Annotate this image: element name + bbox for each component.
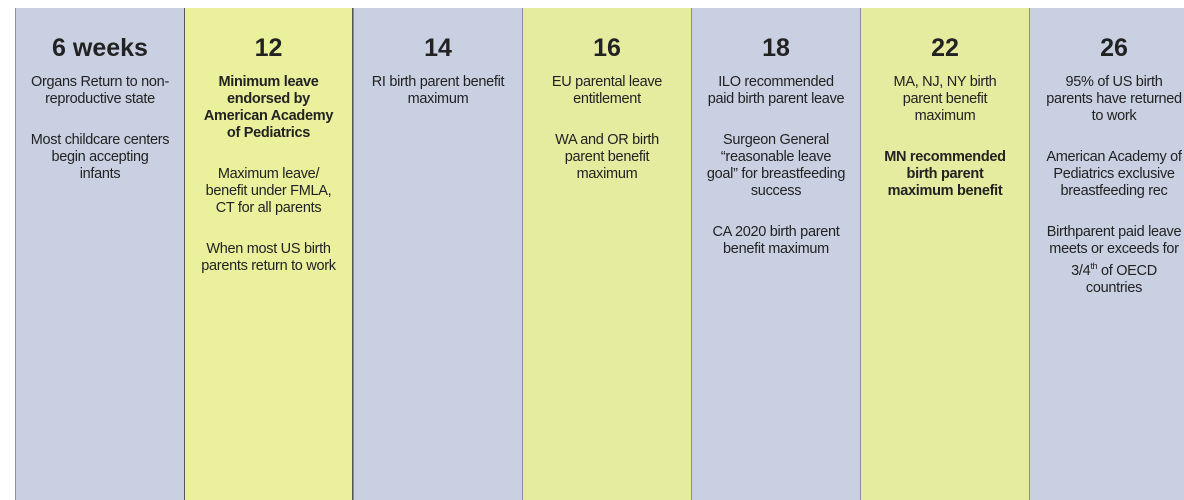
item-text: Most childcare centers begin accepting i… xyxy=(30,132,170,182)
item-text: Birthparent paid leave meets or exceeds … xyxy=(1046,224,1182,279)
item-text: American Academy of Pediatrics exclusive… xyxy=(1046,149,1182,199)
item-text: MN recommended birth parent maximum bene… xyxy=(884,149,1006,199)
column-item: Minimum leave endorsed by American Acade… xyxy=(199,74,338,142)
item-text: Maximum leave/ benefit under FMLA, CT fo… xyxy=(205,166,332,216)
item-text: Surgeon General “reasonable leave goal” … xyxy=(706,132,846,199)
column-item: WA and OR birth parent benefit maximum xyxy=(537,132,677,183)
column-item: Birthparent paid leave meets or exceeds … xyxy=(1044,224,1184,297)
column-item: American Academy of Pediatrics exclusive… xyxy=(1044,149,1184,200)
column-item: EU parental leave entitlement xyxy=(537,74,677,108)
item-text: When most US birth parents return to wor… xyxy=(201,241,336,274)
item-text: CA 2020 birth parent benefit maximum xyxy=(712,224,840,257)
column-item: MN recommended birth parent maximum bene… xyxy=(875,149,1015,200)
column-header: 12 xyxy=(254,34,283,62)
item-text: WA and OR birth parent benefit maximum xyxy=(555,132,659,182)
column-item: When most US birth parents return to wor… xyxy=(199,241,338,275)
column: 26 95% of US birth parents have returned … xyxy=(1029,8,1184,500)
column: 14 RI birth parent benefit maximum xyxy=(353,8,522,500)
item-superscript: th xyxy=(1090,261,1098,271)
column-header: 16 xyxy=(593,34,621,62)
column-item: Most childcare centers begin accepting i… xyxy=(30,132,170,183)
item-text: of OECD countries xyxy=(1085,262,1157,296)
column: 12 Minimum leave endorsed by American Aca… xyxy=(184,8,353,500)
column: 16 EU parental leave entitlement WA and OR… xyxy=(522,8,691,500)
column-item: ILO recommended paid birth parent leave xyxy=(706,74,846,108)
item-text: RI birth parent benefit maximum xyxy=(371,74,505,107)
column: 22 MA, NJ, NY birth parent benefit maximu… xyxy=(860,8,1029,500)
column-item: 95% of US birth parents have returned to… xyxy=(1044,74,1184,125)
column-header: 22 xyxy=(931,34,959,62)
item-text: Organs Return to non-reproductive state xyxy=(31,74,169,107)
timeline-table: 6 weeks Organs Return to non-reproductive… xyxy=(15,8,1184,500)
item-text: Minimum leave endorsed by American Acade… xyxy=(203,74,334,141)
column-item: MA, NJ, NY birth parent benefit maximum xyxy=(875,74,1015,125)
column-header: 26 xyxy=(1100,34,1128,62)
column-item: Organs Return to non-reproductive state xyxy=(30,74,170,108)
item-text: ILO recommended paid birth parent leave xyxy=(707,74,845,107)
column-item: Surgeon General “reasonable leave goal” … xyxy=(706,132,846,200)
column: 6 weeks Organs Return to non-reproductive… xyxy=(15,8,184,500)
column-header: 6 weeks xyxy=(52,34,148,62)
column-header: 14 xyxy=(424,34,452,62)
column-item: RI birth parent benefit maximum xyxy=(368,74,508,108)
column-item: CA 2020 birth parent benefit maximum xyxy=(706,224,846,258)
column: 18 ILO recommended paid birth parent leav… xyxy=(691,8,860,500)
item-text: 95% of US birth parents have returned to… xyxy=(1046,74,1182,124)
item-text: EU parental leave entitlement xyxy=(551,74,663,107)
column-item: Maximum leave/ benefit under FMLA, CT fo… xyxy=(199,166,338,217)
column-header: 18 xyxy=(762,34,790,62)
item-text: MA, NJ, NY birth parent benefit maximum xyxy=(893,74,997,124)
